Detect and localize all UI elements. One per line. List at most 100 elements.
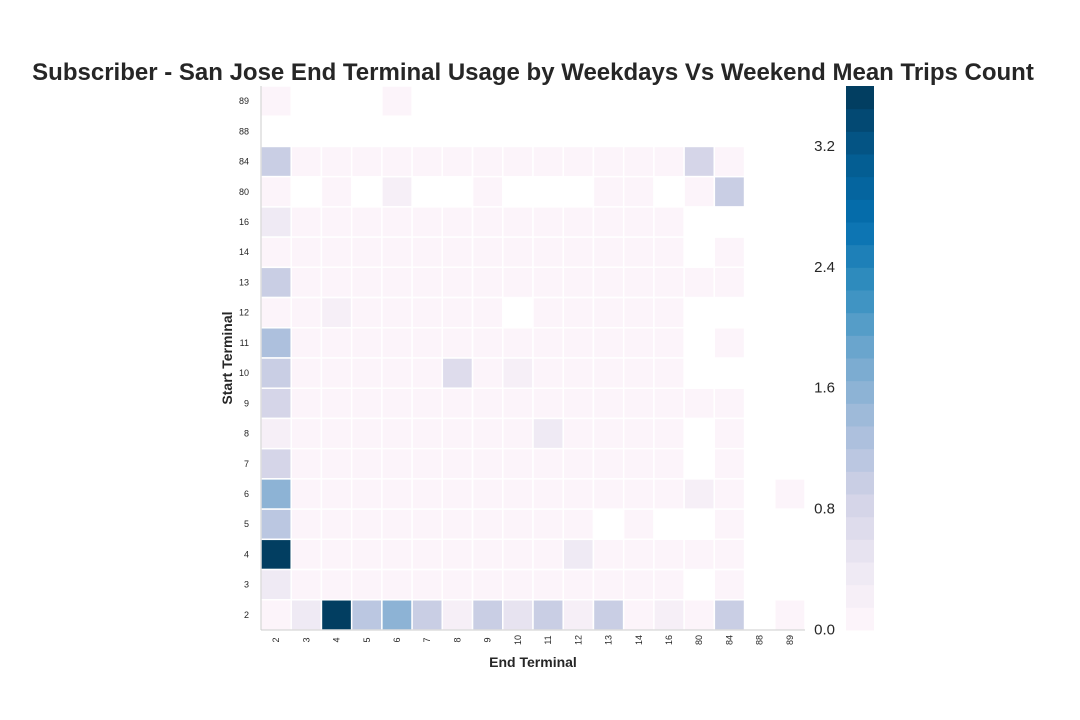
heatmap-cell (471, 236, 504, 269)
heatmap-cell (683, 266, 716, 299)
heatmap-cell (592, 538, 625, 571)
heatmap-cell (260, 478, 292, 510)
heatmap-cell (622, 568, 655, 601)
heatmap-cell (441, 357, 474, 389)
heatmap-cell (441, 266, 474, 299)
heatmap-cell (471, 296, 504, 329)
heatmap-cell (622, 206, 655, 238)
heatmap-cell (562, 447, 595, 480)
heatmap-cell (411, 447, 444, 480)
heatmap-cell (713, 145, 746, 178)
heatmap-cell (622, 145, 655, 178)
heatmap-cell (381, 508, 413, 541)
heatmap-cell (713, 327, 746, 359)
heatmap-cell (622, 478, 655, 510)
heatmap-cell (381, 327, 413, 359)
heatmap-cell (653, 478, 685, 510)
heatmap-cell (290, 145, 323, 178)
heatmap-cell (653, 417, 685, 450)
y-tick-label: 6 (244, 489, 249, 499)
chart-title: Subscriber - San Jose End Terminal Usage… (32, 59, 1034, 86)
heatmap-cell (592, 175, 625, 208)
heatmap-cell (260, 266, 292, 299)
y-tick-label: 12 (239, 308, 249, 318)
y-tick-label: 5 (244, 519, 249, 529)
colorbar-segment (846, 86, 874, 110)
heatmap-cell (653, 599, 685, 631)
heatmap-cell (532, 296, 564, 329)
heatmap-cell (290, 266, 323, 299)
heatmap-cell (653, 568, 685, 601)
heatmap-cell (320, 296, 353, 329)
x-tick-label: 6 (392, 637, 402, 642)
colorbar-segment (846, 154, 874, 178)
heatmap-cell (441, 478, 474, 510)
x-tick-label: 14 (634, 635, 644, 645)
heatmap-cell (441, 296, 474, 329)
y-tick-label: 10 (239, 368, 249, 378)
heatmap-cell (562, 206, 595, 238)
heatmap-cell (411, 387, 444, 420)
y-tick-label: 11 (240, 338, 249, 348)
colorbar-segment (846, 131, 874, 155)
heatmap-cell (713, 478, 746, 510)
colorbar-tick-label: 0.0 (814, 622, 835, 639)
heatmap-cell (381, 296, 413, 329)
heatmap-cell (502, 145, 534, 178)
x-tick-label: 12 (573, 635, 583, 645)
heatmap-cell (441, 387, 474, 420)
heatmap-cell (562, 327, 595, 359)
y-tick-label: 16 (239, 217, 249, 227)
heatmap-cell (532, 236, 564, 269)
heatmap-cell (320, 145, 353, 178)
heatmap-cell (260, 357, 292, 389)
colorbar-segment (846, 199, 874, 223)
heatmap-cell (320, 508, 353, 541)
heatmap-cell (350, 508, 383, 541)
heatmap-cell (320, 266, 353, 299)
y-axis-label: Start Terminal (219, 311, 235, 404)
heatmap-cell (502, 357, 534, 389)
heatmap-cell (350, 568, 383, 601)
heatmap-cell (774, 599, 806, 631)
heatmap-cell (562, 599, 595, 631)
colorbar-tick-label: 0.8 (814, 501, 835, 518)
heatmap-cell (622, 266, 655, 299)
x-axis-label: End Terminal (489, 654, 577, 670)
heatmap-cell (290, 508, 323, 541)
heatmap-cell (713, 266, 746, 299)
heatmap-cell (260, 387, 292, 420)
heatmap-cell (502, 599, 534, 631)
heatmap-cell (350, 296, 383, 329)
heatmap-cell (320, 206, 353, 238)
x-tick-label: 10 (513, 635, 523, 645)
heatmap-cell (290, 568, 323, 601)
y-tick-label: 4 (244, 549, 249, 559)
heatmap-cell (532, 508, 564, 541)
heatmap-cell (381, 206, 413, 238)
heatmap-cell (683, 599, 716, 631)
x-tick-label: 8 (452, 637, 462, 642)
heatmap-cells (260, 85, 806, 631)
heatmap-cell (350, 538, 383, 571)
heatmap-cell (411, 357, 444, 389)
heatmap-cell (562, 145, 595, 178)
heatmap-cell (713, 568, 746, 601)
heatmap-cell (290, 447, 323, 480)
heatmap-cell (683, 175, 716, 208)
heatmap-cell (622, 599, 655, 631)
heatmap-cell (622, 327, 655, 359)
heatmap-cell (532, 387, 564, 420)
heatmap-cell (350, 447, 383, 480)
heatmap-cell (290, 417, 323, 450)
heatmap-cell (350, 206, 383, 238)
heatmap-cell (411, 568, 444, 601)
heatmap-cell (320, 357, 353, 389)
y-tick-label: 7 (244, 459, 249, 469)
heatmap-cell (260, 175, 292, 208)
heatmap-cell (381, 599, 413, 631)
heatmap-cell (411, 206, 444, 238)
heatmap-cell (653, 296, 685, 329)
heatmap-cell (622, 175, 655, 208)
heatmap-cell (260, 206, 292, 238)
